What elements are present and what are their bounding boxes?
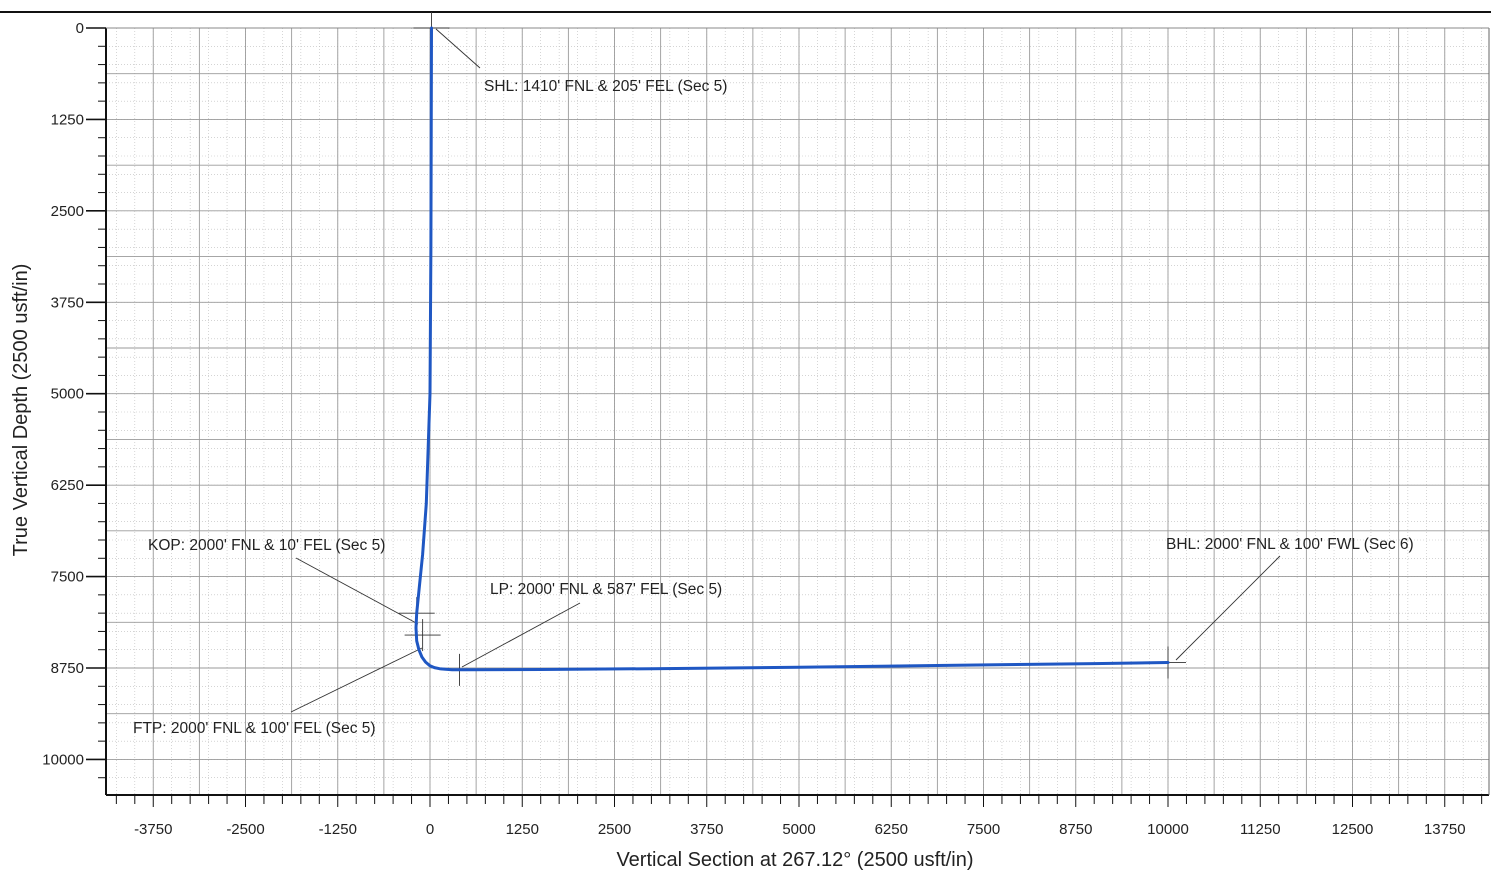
wellpath-point <box>418 648 420 651</box>
x-tick-label: 10000 <box>1147 821 1189 838</box>
annotation-leader <box>435 28 481 69</box>
wellpath-point <box>1093 662 1095 665</box>
x-tick-label: 12500 <box>1332 821 1374 838</box>
axis-ticks: 0 1250 2500 3750 5000 6250 7500 8750 10000 -3750 -… <box>42 20 1483 838</box>
wellpath-point <box>798 666 800 669</box>
major-gridlines <box>106 28 1489 795</box>
wellpath-point <box>945 664 948 667</box>
wellpath-point <box>415 626 417 629</box>
wellpath-point <box>430 246 432 249</box>
minor-gridlines <box>106 28 1489 795</box>
y-tick-label: 5000 <box>51 386 84 403</box>
x-tick-label: -2500 <box>226 821 264 838</box>
wellpath-point <box>429 392 431 395</box>
y-tick-label: 7500 <box>51 569 84 586</box>
wellpath-point <box>415 640 418 642</box>
annotation-leader <box>461 602 581 668</box>
x-tick-label: 13750 <box>1424 821 1466 838</box>
wellpath-point <box>466 669 468 671</box>
x-tick-label: -3750 <box>134 821 172 838</box>
x-tick-label: 7500 <box>967 821 1000 838</box>
annotation-leader <box>295 557 419 625</box>
y-tick-label: 0 <box>76 20 84 37</box>
wellpath-point <box>458 669 461 671</box>
x-tick-label: 8750 <box>1059 821 1092 838</box>
wellpath-point <box>429 665 431 667</box>
annotation-label: KOP: 2000' FNL & 10' FEL (Sec 5) <box>148 537 385 554</box>
x-tick-label: 5000 <box>782 821 815 838</box>
axes <box>0 11 1491 796</box>
wellpath-point <box>415 612 418 614</box>
wellpath-point <box>425 502 428 505</box>
wellpath-point <box>430 100 433 102</box>
series-layer <box>414 26 1170 672</box>
wellpath-line <box>414 26 1170 672</box>
x-tick-label: 11250 <box>1240 821 1281 838</box>
wellpath-point <box>421 656 423 658</box>
wellpath-point <box>438 667 441 670</box>
y-tick-label: 6250 <box>51 477 84 494</box>
y-tick-label: 3750 <box>51 294 84 311</box>
y-tick-label: 8750 <box>51 660 84 677</box>
wellpath-point <box>451 668 453 671</box>
x-tick-label: 6250 <box>875 821 908 838</box>
y-tick-label: 2500 <box>51 203 84 220</box>
annotation-label: LP: 2000' FNL & 587' FEL (Sec 5) <box>490 581 722 598</box>
annotation-leader <box>1175 555 1281 661</box>
annotation-label: SHL: 1410' FNL & 205' FEL (Sec 5) <box>484 78 727 95</box>
x-tick-label: 1250 <box>506 821 539 838</box>
x-tick-label: 2500 <box>598 821 631 838</box>
y-tick-label: 10000 <box>42 751 84 768</box>
wellpath-point <box>424 661 427 663</box>
annotation-leader <box>290 647 423 713</box>
annotation-label: FTP: 2000' FNL & 100' FEL (Sec 5) <box>133 720 376 737</box>
wellpath-point <box>1167 661 1169 664</box>
x-tick-label: 0 <box>426 821 434 838</box>
wellpath-point <box>539 668 542 671</box>
x-tick-label: 3750 <box>690 821 723 838</box>
wellpath-point <box>433 666 436 669</box>
wellpath-point <box>650 667 653 670</box>
x-tick-label: -1250 <box>319 821 357 838</box>
y-tick-label: 1250 <box>51 111 84 128</box>
annotations: SHL: 1410' FNL & 205' FEL (Sec 5) KOP: 20… <box>133 12 1414 737</box>
wellpath-point <box>421 553 424 556</box>
wellpath-point <box>430 27 433 29</box>
x-axis-title: Vertical Section at 267.12° (2500 usft/i… <box>616 849 973 871</box>
y-axis-title: True Vertical Depth (2500 usft/in) <box>10 264 32 557</box>
wellpath-point <box>418 590 420 592</box>
wellpath-point <box>444 668 447 671</box>
annotation-label: BHL: 2000' FNL & 100' FWL (Sec 6) <box>1166 536 1414 553</box>
